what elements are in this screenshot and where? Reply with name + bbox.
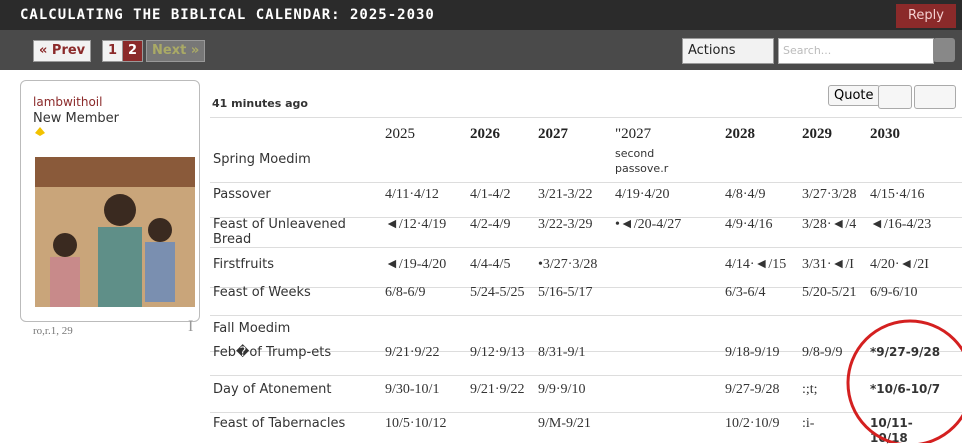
date-cell: *9/27-9/28: [870, 345, 941, 359]
column-header: 2030: [870, 126, 900, 142]
date-cell: 9/30-10/1: [385, 382, 440, 397]
date-cell: 3/31·◄/I: [802, 257, 854, 272]
search-box[interactable]: Search...: [778, 38, 934, 64]
date-cell: 4/8·4/9: [725, 187, 766, 202]
date-cell: 3/21-3/22: [538, 187, 593, 202]
date-cell: 9/8-9/9: [802, 345, 843, 360]
actions-button[interactable]: Actions: [682, 38, 774, 64]
thread-title: CALCULATING THE BIBLICAL CALENDAR: 2025-…: [20, 7, 435, 23]
username[interactable]: lambwithoil: [33, 95, 103, 109]
date-cell: 4/19·4/20: [615, 187, 670, 202]
user-rank: New Member: [33, 111, 119, 126]
search-button[interactable]: [933, 38, 955, 62]
date-cell: 10/11-10/18: [870, 416, 913, 445]
date-cell: 4/9·4/16: [725, 217, 773, 232]
row-divider: [210, 182, 962, 183]
date-cell: 4/20·◄/2I: [870, 257, 929, 272]
row-divider: [210, 217, 962, 218]
post-time: 41 minutes ago: [212, 97, 308, 110]
quote-button[interactable]: Quote: [828, 85, 880, 106]
row-label: Feast of Tabernacles: [213, 416, 346, 431]
date-cell: 4/11·4/12: [385, 187, 439, 202]
prev-button[interactable]: « Prev: [33, 40, 92, 62]
row-divider: [210, 351, 962, 352]
row-divider: [210, 287, 962, 288]
date-cell: 8/31-9/1: [538, 345, 586, 360]
date-cell: second passove.r: [615, 147, 669, 175]
highlight-circle: [846, 319, 962, 443]
next-button[interactable]: Next »: [146, 40, 206, 62]
date-cell: 4/2-4/9: [470, 217, 511, 232]
user-panel: [20, 80, 200, 322]
column-header: 2027: [538, 126, 568, 142]
date-cell: 4/1-4/2: [470, 187, 511, 202]
date-cell: :;t;: [802, 382, 818, 397]
date-cell: 6/3-6/4: [725, 285, 766, 300]
row-divider: [210, 247, 962, 248]
column-header: "2027: [615, 126, 652, 142]
row-divider: [210, 375, 962, 376]
date-cell: 6/8-6/9: [385, 285, 426, 300]
date-cell: ◄/12·4/19: [385, 217, 447, 232]
date-cell: 4/4-4/5: [470, 257, 511, 272]
date-cell: 3/28·◄/4: [802, 217, 857, 232]
date-cell: 4/15·4/16: [870, 187, 925, 202]
row-label: Feast of Unleavened Bread: [213, 217, 346, 247]
column-header: 2025: [385, 126, 415, 142]
date-cell: 3/27·3/28: [802, 187, 857, 202]
avatar: [35, 127, 195, 307]
date-cell: 9/12·9/13: [470, 345, 525, 360]
marker: I: [188, 318, 194, 335]
column-header: 2026: [470, 126, 500, 142]
date-cell: 9/21·9/22: [385, 345, 440, 360]
page-button[interactable]: 2: [122, 40, 144, 62]
like-button[interactable]: [878, 85, 912, 109]
row-label: Feast of Weeks: [213, 285, 311, 300]
date-cell: 10/5·10/12: [385, 416, 447, 431]
row-label: Passover: [213, 187, 271, 202]
row-label: Spring Moedim: [213, 152, 311, 167]
row-label: Feb�of Trump-ets: [213, 345, 332, 360]
settings-button[interactable]: [914, 85, 956, 109]
date-cell: 10/2·10/9: [725, 416, 780, 431]
date-cell: •3/27·3/28: [538, 257, 598, 272]
date-cell: *10/6-10/7: [870, 382, 941, 396]
date-cell: ◄/19-4/20: [385, 257, 447, 272]
date-cell: :i-: [802, 416, 815, 431]
divider: [210, 117, 962, 118]
date-cell: ◄/16-4/23: [870, 217, 932, 232]
date-cell: 9/M-9/21: [538, 416, 591, 431]
column-header: 2028: [725, 126, 755, 142]
date-cell: 9/9·9/10: [538, 382, 586, 397]
date-cell: 5/24-5/25: [470, 285, 525, 300]
page-button[interactable]: 1: [102, 40, 124, 62]
user-footer: ro,r.1, 29: [33, 325, 73, 337]
title-bar: [0, 0, 962, 30]
row-label: Firstfruits: [213, 257, 275, 272]
date-cell: 5/16-5/17: [538, 285, 593, 300]
row-label: Day of Atonement: [213, 382, 332, 397]
row-divider: [210, 315, 962, 316]
column-header: 2029: [802, 126, 832, 142]
date-cell: 9/21·9/22: [470, 382, 525, 397]
date-cell: 9/18-9/19: [725, 345, 780, 360]
date-cell: 4/14·◄/15: [725, 257, 787, 272]
date-cell: 6/9-6/10: [870, 285, 918, 300]
reply-button[interactable]: Reply: [896, 4, 956, 28]
date-cell: 5/20-5/21: [802, 285, 857, 300]
row-divider: [210, 412, 962, 413]
date-cell: •◄/20-4/27: [615, 217, 682, 232]
date-cell: 9/27-9/28: [725, 382, 780, 397]
row-label: Fall Moedim: [213, 321, 291, 336]
date-cell: 3/22-3/29: [538, 217, 593, 232]
